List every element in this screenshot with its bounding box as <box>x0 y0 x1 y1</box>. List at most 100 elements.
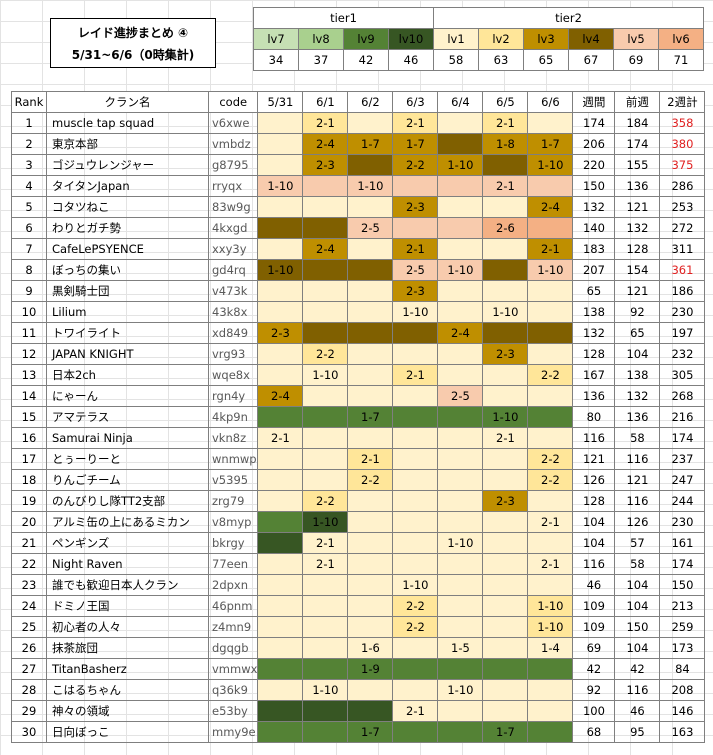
clan-name-cell: 日向ぼっこ <box>46 721 209 743</box>
progress-cell <box>257 112 304 134</box>
table-row: 6 わりとガチ勢 4kxgd 2-5 2-6 140 132 272 <box>11 217 706 239</box>
table-row: 21 ペンギンズ bkrgy 2-1 1-10 104 57 161 <box>11 532 706 554</box>
two-week-total-cell: 84 <box>659 658 706 680</box>
progress-cell <box>527 343 574 365</box>
weekly-cell: 220 <box>572 154 616 176</box>
table-row: 11 トワイライト xd849 2-3 2-4 132 65 197 <box>11 322 706 344</box>
level-legend-cell: lv8 <box>298 28 344 50</box>
clan-code-cell: vkn8z <box>207 427 259 449</box>
progress-cell: 2-2 <box>527 364 574 386</box>
level-count-cell: 34 <box>253 49 299 71</box>
table-row: 9 黒剣騎士団 v473k 2-3 65 121 186 <box>11 280 706 302</box>
progress-cell <box>257 280 304 302</box>
progress-cell: 1-7 <box>482 721 529 743</box>
prev-week-cell: 121 <box>614 280 661 302</box>
weekly-cell: 46 <box>572 574 616 596</box>
progress-cell <box>257 553 304 575</box>
progress-cell: 2-1 <box>482 112 529 134</box>
clan-code-cell: xd849 <box>207 322 259 344</box>
progress-cell <box>437 133 484 155</box>
prev-week-cell: 184 <box>614 112 661 134</box>
level-count-cell: 58 <box>433 49 479 71</box>
progress-cell <box>257 133 304 155</box>
summary-title: レイド進捗まとめ ④ <box>77 25 189 40</box>
progress-cell: 2-2 <box>527 448 574 470</box>
weekly-cell: 126 <box>572 469 616 491</box>
progress-cell <box>392 175 439 197</box>
level-legend-cell: lv5 <box>613 28 659 50</box>
clan-code-cell: gd4rq <box>207 259 259 281</box>
progress-cell <box>482 679 529 701</box>
progress-cell <box>392 658 439 680</box>
progress-cell: 2-1 <box>302 553 349 575</box>
level-count-cell: 63 <box>478 49 524 71</box>
progress-cell <box>257 595 304 617</box>
progress-cell <box>437 490 484 512</box>
clan-name-cell: Samurai Ninja <box>46 427 209 449</box>
progress-cell <box>527 301 574 323</box>
rank-cell: 1 <box>11 112 47 134</box>
clan-code-cell: vrg93 <box>207 343 259 365</box>
table-row: 10 Lilium 43k8x 1-10 1-10 138 92 230 <box>11 301 706 323</box>
progress-cell: 2-1 <box>482 427 529 449</box>
two-week-total-cell: 259 <box>659 616 706 638</box>
progress-cell: 2-1 <box>347 448 394 470</box>
progress-cell <box>482 385 529 407</box>
progress-cell <box>437 364 484 386</box>
progress-cell: 1-10 <box>527 595 574 617</box>
prev-week-cell: 136 <box>614 175 661 197</box>
progress-cell <box>437 511 484 533</box>
progress-cell <box>482 322 529 344</box>
progress-cell <box>437 343 484 365</box>
progress-cell <box>347 343 394 365</box>
clan-code-cell: 4kxgd <box>207 217 259 239</box>
rank-cell: 27 <box>11 658 47 680</box>
progress-cell <box>392 469 439 491</box>
progress-cell: 2-2 <box>347 469 394 491</box>
progress-cell: 2-5 <box>347 217 394 239</box>
clan-code-cell: 77een <box>207 553 259 575</box>
clan-name-cell: りんごチーム <box>46 469 209 491</box>
clan-code-cell: mmy9e <box>207 721 259 743</box>
progress-cell: 2-3 <box>392 196 439 218</box>
progress-cell <box>347 112 394 134</box>
progress-cell: 1-5 <box>437 637 484 659</box>
table-row: 30 日向ぼっこ mmy9e 1-7 1-7 68 95 163 <box>11 721 706 743</box>
progress-cell <box>257 658 304 680</box>
progress-cell <box>302 280 349 302</box>
clan-name-cell: ぼっちの集い <box>46 259 209 281</box>
progress-cell <box>482 658 529 680</box>
progress-cell <box>527 280 574 302</box>
level-count-cell: 69 <box>613 49 659 71</box>
progress-cell <box>527 112 574 134</box>
level-legend-cell: lv4 <box>568 28 614 50</box>
header-prev-week: 前週 <box>614 91 661 113</box>
progress-cell <box>257 196 304 218</box>
progress-cell: 1-10 <box>437 259 484 281</box>
clan-name-cell: アマテラス <box>46 406 209 428</box>
progress-cell <box>347 427 394 449</box>
weekly-cell: 69 <box>572 637 616 659</box>
progress-cell <box>302 658 349 680</box>
rank-cell: 12 <box>11 343 47 365</box>
header-date: 6/1 <box>302 91 349 113</box>
rank-cell: 26 <box>11 637 47 659</box>
progress-cell <box>392 532 439 554</box>
clan-code-cell: z4mn9 <box>207 616 259 638</box>
progress-cell <box>392 343 439 365</box>
level-count-cell: 67 <box>568 49 614 71</box>
clan-name-cell: Lilium <box>46 301 209 323</box>
summary-period: 5/31~6/6（0時集計) <box>71 47 195 62</box>
two-week-total-cell: 232 <box>659 343 706 365</box>
progress-cell <box>482 364 529 386</box>
progress-cell <box>347 196 394 218</box>
progress-cell <box>527 427 574 449</box>
table-row: 15 アマテラス 4kp9n 1-7 1-10 80 136 216 <box>11 406 706 428</box>
progress-cell <box>437 700 484 722</box>
clan-name-cell: 黒剣騎士団 <box>46 280 209 302</box>
progress-cell: 1-10 <box>257 175 304 197</box>
clan-name-cell: 東京本部 <box>46 133 209 155</box>
progress-cell: 2-1 <box>392 364 439 386</box>
clan-name-cell: 日本2ch <box>46 364 209 386</box>
weekly-cell: 150 <box>572 175 616 197</box>
